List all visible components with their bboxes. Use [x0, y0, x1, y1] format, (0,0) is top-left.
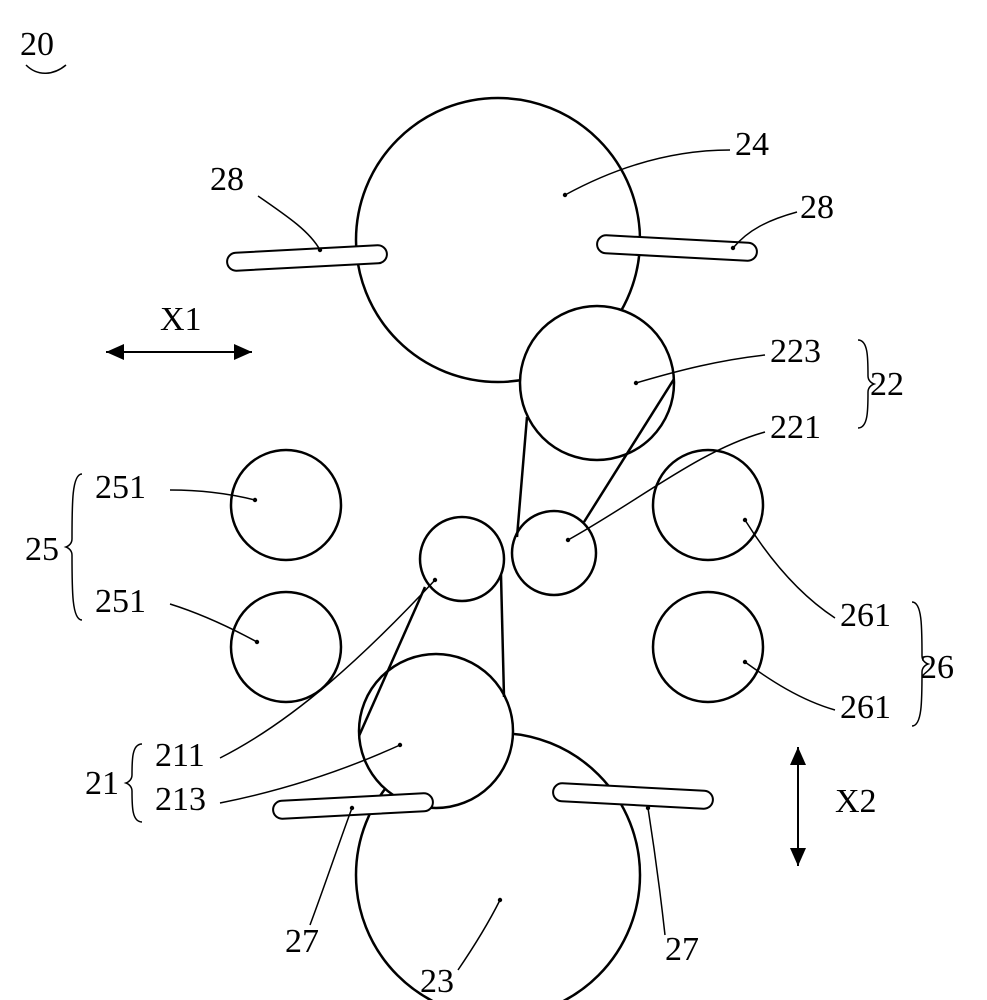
ref-25: 25 [25, 531, 59, 568]
pulley-top [520, 306, 674, 460]
ref-23: 23 [420, 963, 454, 1000]
leader-261 [745, 520, 835, 618]
ref-21: 21 [85, 765, 119, 802]
ref-28: 28 [800, 189, 834, 226]
leader-28 [258, 196, 320, 250]
axis-x1-label: X1 [160, 301, 202, 338]
leader-251 [170, 490, 255, 500]
leader-27 [648, 808, 665, 935]
nip-right [512, 511, 596, 595]
ref-26: 26 [920, 649, 954, 686]
ref-251: 251 [95, 469, 146, 506]
ref-261: 261 [840, 597, 891, 634]
figure-number-underline [26, 65, 66, 73]
leader-27 [310, 808, 352, 925]
ref-24: 24 [735, 126, 769, 163]
ref-221: 221 [770, 409, 821, 446]
nip-left [420, 517, 504, 601]
roller-left_lower [231, 592, 341, 702]
axis-x2-label: X2 [835, 783, 877, 820]
roller-right_upper [653, 450, 763, 560]
belt-bottom-inner [501, 575, 504, 697]
roller-right_lower [653, 592, 763, 702]
ref-27: 27 [285, 923, 319, 960]
diagram-svg: X1 X2 20 28 28 24 223 22 221 251 251 25 261 261 26 211 2… [0, 0, 987, 1000]
figure-number: 20 [20, 26, 54, 63]
roller-left_upper [231, 450, 341, 560]
belt-top-inner [517, 417, 527, 537]
ref-211: 211 [155, 737, 205, 774]
ref-261: 261 [840, 689, 891, 726]
ref-27: 27 [665, 931, 699, 968]
ref-213: 213 [155, 781, 206, 818]
pulley-bottom [359, 654, 513, 808]
ref-22: 22 [870, 366, 904, 403]
ref-251: 251 [95, 583, 146, 620]
ref-28: 28 [210, 161, 244, 198]
ref-223: 223 [770, 333, 821, 370]
